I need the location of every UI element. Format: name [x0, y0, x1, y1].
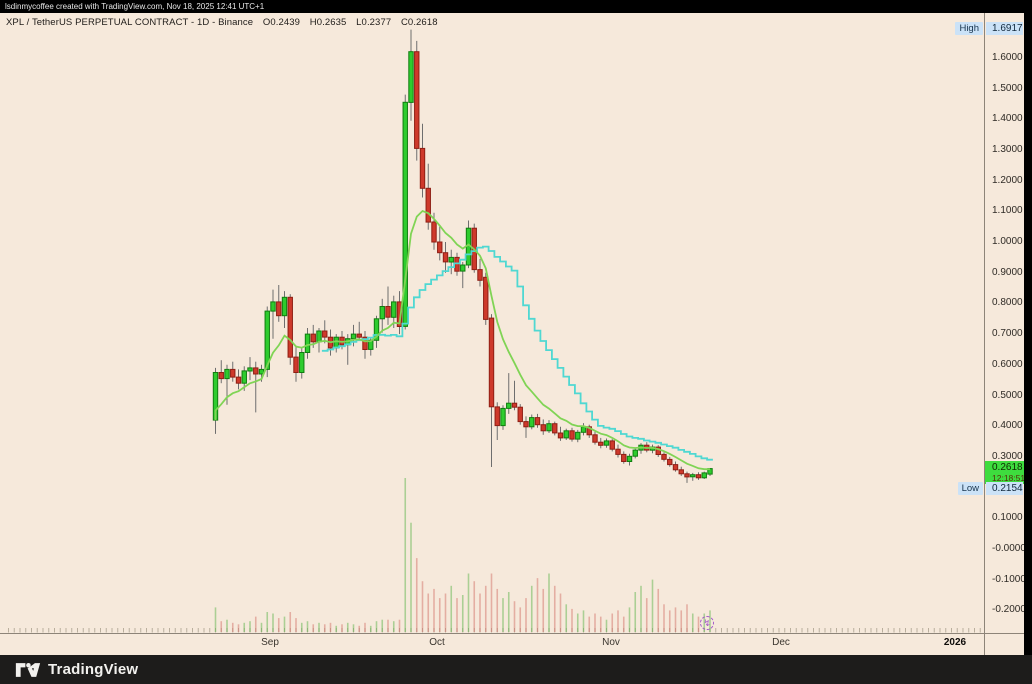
price-tick-label: -0.2000	[992, 604, 1026, 616]
ohlc-low: L0.2377	[356, 17, 392, 28]
symbol-header: XPL / TetherUS PERPETUAL CONTRACT - 1D -…	[6, 17, 445, 28]
attribution-text: lsdinmycoffee created with TradingView.c…	[5, 2, 265, 11]
price-tick-label: 1.2000	[992, 174, 1023, 186]
current-price-label: 0.2618 12:18:51	[985, 460, 1026, 484]
price-axis[interactable]: 1.6000 1.5000 1.4000 1.3000 1.2000 1.1000 1.00…	[985, 13, 1026, 633]
time-axis-month-label: Sep	[261, 637, 279, 648]
price-tick-label: 0.7000	[992, 328, 1023, 340]
brand-name: TradingView	[48, 661, 139, 678]
low-value-label: 0.2154	[986, 481, 1023, 495]
price-tick-label: 1.5000	[992, 82, 1023, 94]
price-tick-label: 1.3000	[992, 143, 1023, 155]
time-axis-month-label: Dec	[772, 637, 790, 648]
price-tick-label: 0.8000	[992, 297, 1023, 309]
candlestick-chart[interactable]	[0, 13, 984, 633]
symbol-title: XPL / TetherUS PERPETUAL CONTRACT - 1D -…	[6, 17, 254, 28]
price-tick-label: 0.6000	[992, 358, 1023, 370]
price-tick-label: 0.5000	[992, 389, 1023, 401]
low-badge: Low	[957, 481, 983, 495]
ohlc-close: C0.2618	[400, 17, 438, 28]
price-tick-label: 0.1000	[992, 512, 1023, 524]
attribution-bar: lsdinmycoffee created with TradingView.c…	[0, 0, 1032, 13]
price-tick-label: 0.4000	[992, 420, 1023, 432]
footer-bar: TradingView	[0, 655, 1032, 684]
time-axis-separator	[0, 633, 1024, 634]
ohlc-high: H0.2635	[309, 17, 347, 28]
price-tick-label: 1.6000	[992, 51, 1023, 63]
bar-countdown: 12:18:51	[992, 472, 1026, 483]
price-tick-label: 0.3000	[992, 450, 1023, 462]
time-axis-month-label: Nov	[602, 637, 620, 648]
price-axis-separator	[984, 13, 985, 655]
high-badge: High	[955, 21, 983, 35]
high-value-label: 1.6917	[986, 21, 1023, 35]
ohlc-open: O0.2439	[262, 17, 301, 28]
tradingview-logo[interactable]	[15, 661, 41, 679]
current-price-value: 0.2618	[992, 461, 1023, 473]
price-tick-label: -0.1000	[992, 573, 1026, 585]
price-tick-label: 1.0000	[992, 236, 1023, 247]
right-edge-border	[1024, 0, 1032, 655]
price-tick-label: -0.0000	[992, 543, 1026, 554]
price-tick-label: 1.4000	[992, 113, 1023, 125]
price-tick-label: 0.9000	[992, 266, 1023, 278]
live-update-marker-icon[interactable]: ↯	[700, 616, 714, 630]
time-axis[interactable]: Sep Oct Nov Dec 2026	[0, 634, 1024, 655]
time-axis-year-label: 2026	[943, 637, 967, 648]
time-axis-month-label: Oct	[429, 637, 445, 648]
price-tick-label: 1.1000	[992, 205, 1023, 217]
